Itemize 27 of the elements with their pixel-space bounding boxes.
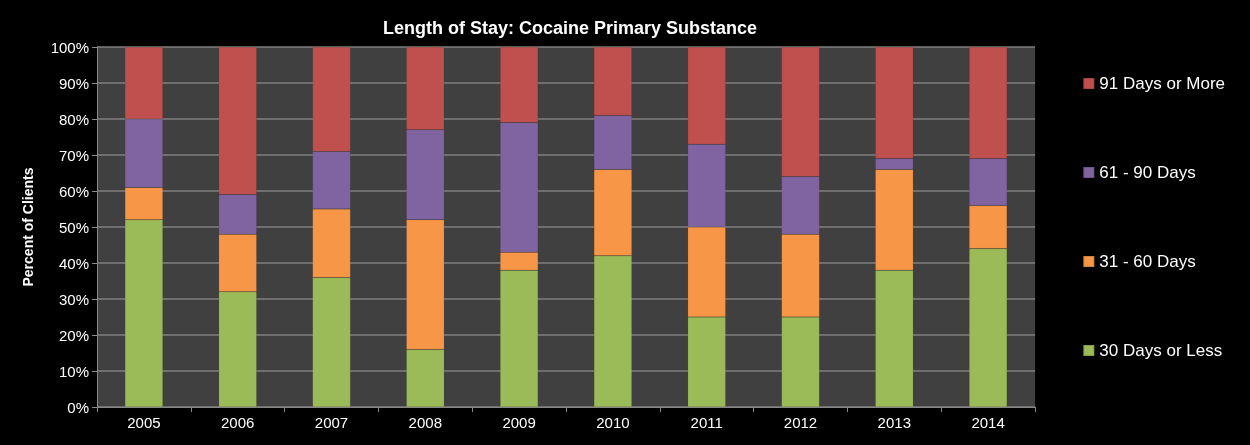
x-tick-label: 2006	[221, 414, 255, 431]
y-tick-label: 20%	[58, 326, 89, 344]
x-tick-label: 2011	[690, 414, 723, 431]
x-tick-label: 2008	[408, 414, 442, 431]
x-tick-label: 2010	[596, 414, 630, 431]
legend-label: 91 Days or More	[1099, 74, 1226, 93]
x-tick-label: 2013	[877, 414, 911, 431]
legend-label: 61 - 90 Days	[1099, 163, 1196, 182]
x-tick-label: 2014	[971, 414, 1005, 431]
y-tick-label: 0%	[67, 398, 89, 416]
x-tick-label: 2012	[783, 414, 818, 431]
y-tick-label: 100%	[50, 38, 89, 56]
chart-title: Length of Stay: Cocaine Primary Substance	[382, 18, 758, 38]
y-tick-label: 60%	[58, 182, 89, 200]
x-tick-label: 2005	[127, 414, 161, 431]
y-tick-label: 40%	[58, 254, 89, 272]
y-tick-label: 10%	[58, 362, 89, 380]
x-tick-label: 2009	[502, 414, 536, 431]
legend-label: 30 Days or Less	[1099, 341, 1223, 360]
legend-label: 31 - 60 Days	[1099, 252, 1196, 271]
y-tick-label: 90%	[58, 74, 89, 92]
y-tick-label: 30%	[58, 290, 89, 308]
y-tick-label: 50%	[58, 218, 89, 236]
x-tick-label: 2007	[314, 414, 349, 431]
y-axis-title: Percent of Clients	[20, 167, 36, 287]
y-tick-label: 70%	[58, 146, 89, 164]
y-tick-label: 80%	[58, 110, 89, 128]
